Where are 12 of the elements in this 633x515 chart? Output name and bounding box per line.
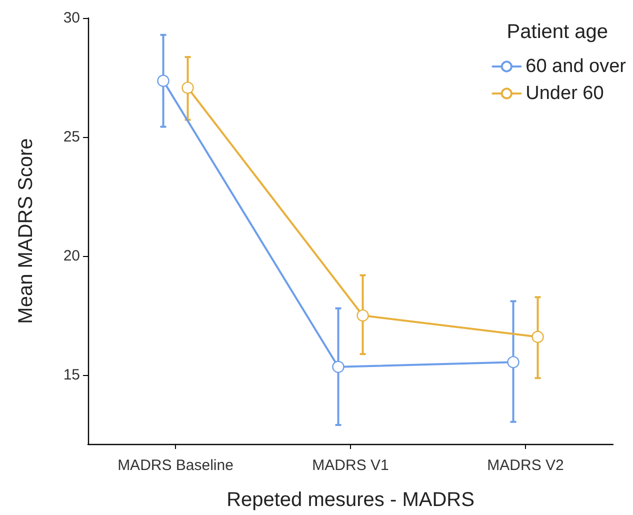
x-tick-label: MADRS V2 <box>487 457 564 474</box>
y-tick-label: 20 <box>63 247 80 264</box>
legend-label: 60 and over <box>526 56 627 77</box>
x-axis-title: Repeted mesures - MADRS <box>226 489 474 511</box>
legend-label: Under 60 <box>526 83 604 104</box>
x-tick-label: MADRS Baseline <box>118 457 234 474</box>
x-tick-label: MADRS V1 <box>312 457 389 474</box>
y-tick-label: 30 <box>63 10 80 26</box>
y-axis-title: Mean MADRS Score <box>15 138 37 324</box>
y-tick-label: 15 <box>63 366 80 384</box>
y-tick-label: 25 <box>63 128 80 146</box>
legend-title: Patient age <box>506 21 608 43</box>
